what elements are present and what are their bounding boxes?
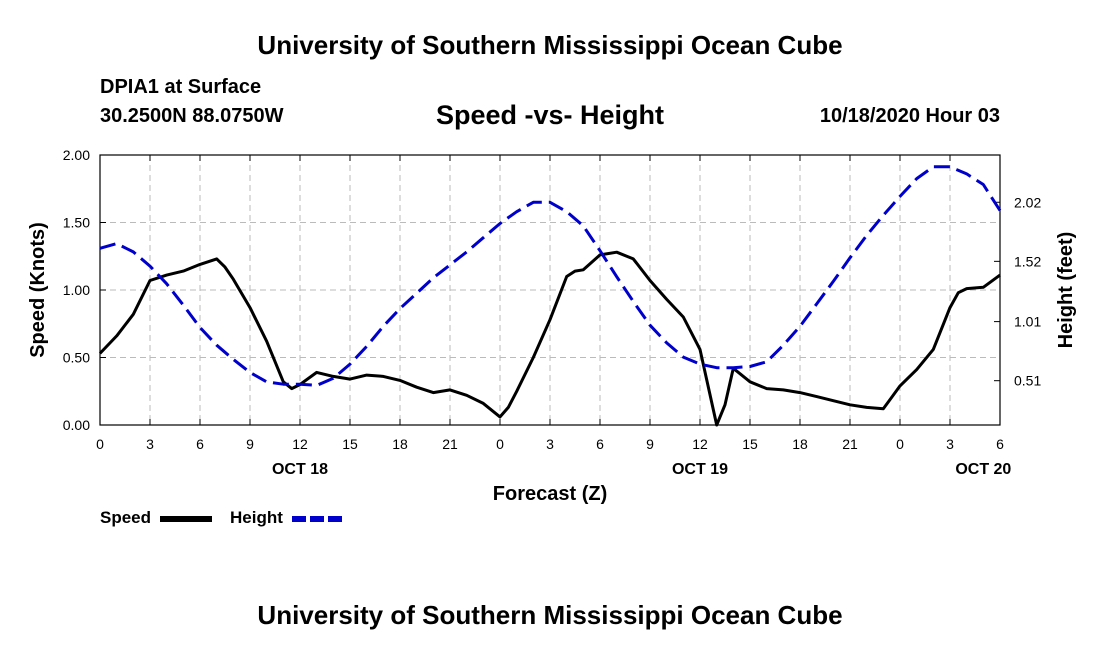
- x-tick-label: 3: [146, 436, 154, 452]
- plot-frame: [99, 154, 1001, 426]
- legend-height-swatch: [292, 516, 344, 522]
- y-tick-label: 2.00: [63, 147, 90, 163]
- x-tick-label: 3: [946, 436, 954, 452]
- grid: [100, 155, 1000, 425]
- station-coordinates: 30.2500N 88.0750W: [100, 105, 284, 127]
- y-tick-label: 1.00: [63, 282, 90, 298]
- y2-tick-label: 2.02: [1014, 194, 1041, 210]
- y-axis-label: Speed (Knots): [27, 222, 49, 358]
- x-tick-label: 15: [742, 436, 758, 452]
- y2-tick-label: 1.52: [1014, 253, 1041, 269]
- page-title: University of Southern Mississippi Ocean…: [257, 30, 843, 60]
- forecast-datetime: 10/18/2020 Hour 03: [819, 105, 1000, 127]
- axes: 0 3 6 9 12 15 18 21 0 3 6 9 12 15 18 21 0 3 6 OCT 18 OCT 19 O…: [63, 147, 1042, 478]
- y2-axis-label: Height (feet): [1055, 232, 1077, 349]
- x-tick-label: 18: [392, 436, 408, 452]
- y-tick-label: 0.00: [63, 417, 90, 433]
- x-tick-label: 6: [596, 436, 604, 452]
- chart-title: Speed -vs- Height: [435, 100, 665, 130]
- y2-tick-label: 0.51: [1014, 373, 1041, 389]
- series-height-line: [99, 165, 1002, 387]
- x-tick-label: 3: [546, 436, 554, 452]
- y2-tick-label: 1.01: [1014, 314, 1041, 330]
- station-label: DPIA1 at Surface: [100, 76, 262, 98]
- x-axis-label: Forecast (Z): [493, 483, 607, 505]
- x-day-label: OCT 18: [272, 461, 328, 478]
- x-day-label: OCT 19: [672, 461, 728, 478]
- footer-title: University of Southern Mississippi Ocean…: [257, 600, 843, 630]
- x-tick-label: 0: [496, 436, 504, 452]
- y-tick-label: 1.50: [63, 215, 90, 231]
- series-speed-line: [98, 250, 1001, 427]
- series-group: [98, 165, 1002, 427]
- x-tick-label: 15: [342, 436, 358, 452]
- x-day-label: OCT 20: [955, 461, 1011, 478]
- x-tick-label: 18: [792, 436, 808, 452]
- x-tick-label: 9: [246, 436, 254, 452]
- x-tick-label: 0: [896, 436, 904, 452]
- x-tick-label: 6: [996, 436, 1004, 452]
- x-tick-label: 21: [842, 436, 858, 452]
- x-tick-label: 6: [196, 436, 204, 452]
- x-tick-label: 12: [692, 436, 708, 452]
- x-tick-label: 12: [292, 436, 308, 452]
- chart: 0 3 6 9 12 15 18 21 0 3 6 9 12 15 18 21 0 3 6 OCT 18 OCT 19 O…: [27, 147, 1077, 505]
- x-tick-label: 0: [96, 436, 104, 452]
- x-tick-label: 21: [442, 436, 458, 452]
- x-tick-label: 9: [646, 436, 654, 452]
- legend-height-label: Height: [230, 508, 283, 527]
- legend-speed-label: Speed: [100, 508, 152, 527]
- y-tick-label: 0.50: [63, 350, 90, 366]
- legend-speed-swatch: [160, 516, 212, 522]
